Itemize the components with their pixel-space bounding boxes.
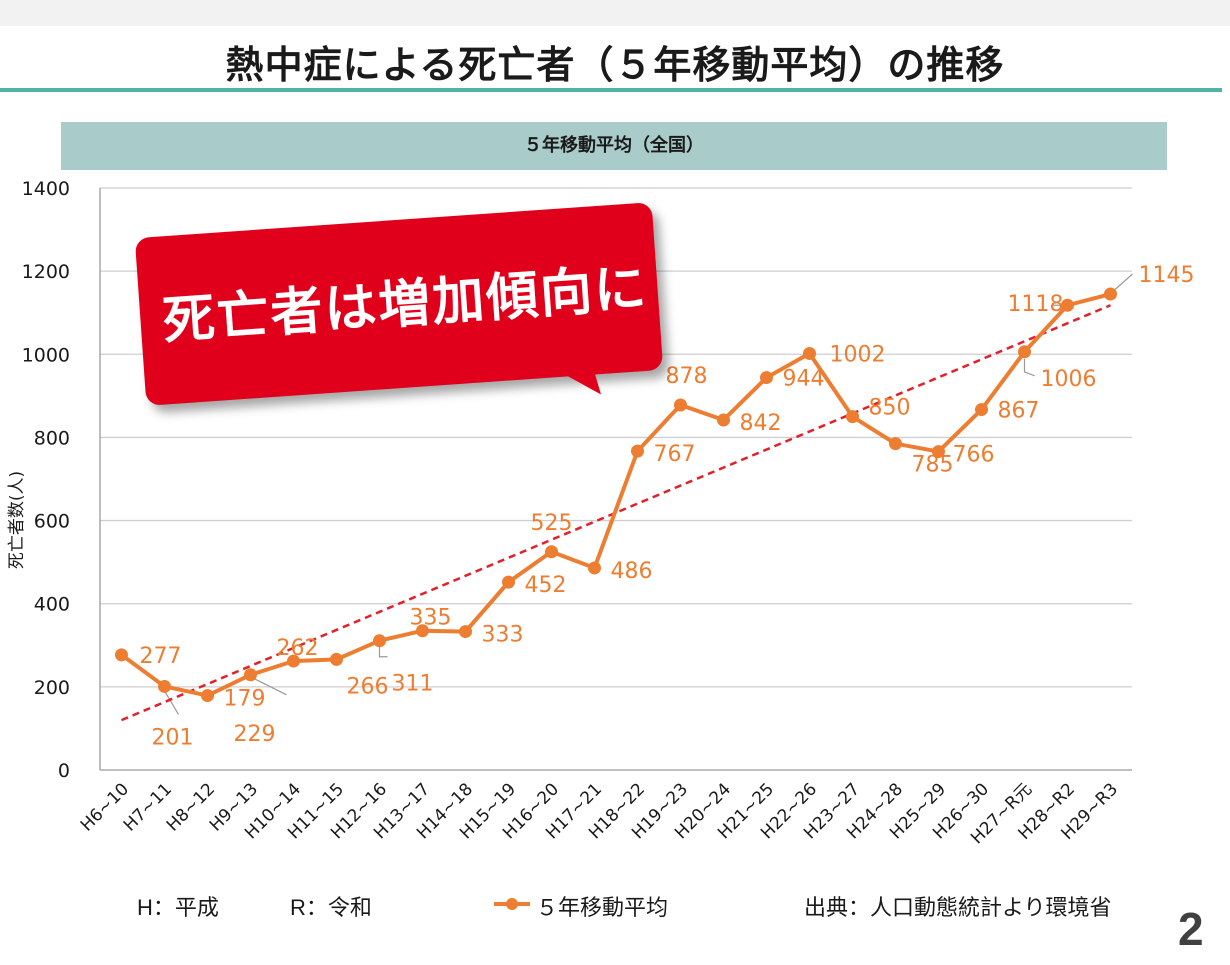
data-point bbox=[717, 413, 730, 427]
y-tick-label: 400 bbox=[34, 594, 70, 616]
data-label: 766 bbox=[953, 443, 995, 468]
data-point bbox=[459, 625, 472, 639]
data-label: 229 bbox=[234, 722, 276, 747]
trendline bbox=[121, 304, 1111, 722]
data-label: 1002 bbox=[830, 342, 886, 367]
data-points bbox=[115, 287, 1117, 703]
data-point bbox=[158, 679, 171, 693]
legend-marker bbox=[494, 898, 530, 910]
footer-era-heisei: H：平成 bbox=[137, 895, 219, 920]
y-tick-label: 1400 bbox=[22, 178, 70, 200]
data-point bbox=[373, 634, 386, 648]
y-tick-labels: 0 200 400 600 800 1000 1200 1400 bbox=[22, 178, 70, 782]
data-point bbox=[1104, 287, 1117, 301]
data-point bbox=[932, 445, 945, 459]
data-point bbox=[631, 444, 644, 458]
y-tick-label: 0 bbox=[58, 760, 70, 782]
data-label: 1118 bbox=[1008, 292, 1064, 317]
page-title: 熱中症による死亡者（５年移動平均）の推移 bbox=[225, 43, 1005, 87]
data-label: 333 bbox=[482, 623, 524, 648]
y-tick-label: 1200 bbox=[22, 261, 70, 283]
data-label: 452 bbox=[525, 573, 567, 598]
data-label: 1006 bbox=[1041, 367, 1097, 392]
footer-era-reiwa: R：令和 bbox=[290, 895, 372, 920]
legend-label: ５年移動平均 bbox=[536, 895, 669, 920]
data-point bbox=[760, 371, 773, 385]
data-point bbox=[287, 654, 300, 668]
data-label: 262 bbox=[277, 636, 319, 661]
data-point bbox=[115, 648, 128, 662]
data-label: 266 bbox=[347, 674, 389, 699]
footer-source: 出典：人口動態統計より環境省 bbox=[804, 895, 1112, 920]
data-label: 311 bbox=[392, 672, 434, 697]
data-label: 277 bbox=[140, 644, 182, 669]
data-point bbox=[889, 437, 902, 451]
data-point bbox=[416, 624, 429, 638]
y-tick-label: 600 bbox=[34, 511, 70, 533]
leader-line bbox=[1114, 273, 1133, 291]
leader-line bbox=[1023, 358, 1035, 377]
title-rule bbox=[0, 88, 1222, 92]
y-tick-label: 200 bbox=[34, 677, 70, 699]
data-point bbox=[1061, 298, 1074, 312]
data-point bbox=[846, 410, 859, 424]
data-label: 179 bbox=[224, 687, 266, 712]
data-label: 878 bbox=[666, 364, 708, 389]
leader-line bbox=[378, 645, 388, 658]
y-axis-label: 死亡者数(人) bbox=[7, 471, 27, 569]
data-label: 201 bbox=[152, 725, 194, 750]
page-number: 2 bbox=[1178, 903, 1204, 955]
data-label: 486 bbox=[611, 559, 653, 584]
leader-line bbox=[164, 692, 180, 715]
data-label: 842 bbox=[740, 411, 782, 436]
data-point bbox=[330, 652, 343, 666]
data-label: 335 bbox=[410, 606, 452, 631]
x-tick-labels: H6~10H7~11H8~12H9~13H10~14H11~15H12~16H1… bbox=[77, 779, 1122, 848]
data-point bbox=[588, 561, 601, 575]
data-point bbox=[674, 398, 687, 412]
data-point bbox=[803, 346, 816, 360]
data-label: 850 bbox=[869, 396, 911, 421]
data-point bbox=[502, 575, 515, 589]
label-leader-lines bbox=[164, 273, 1133, 715]
data-label: 867 bbox=[998, 399, 1040, 424]
data-label: 767 bbox=[654, 442, 696, 467]
series-line bbox=[120, 292, 1112, 698]
data-point bbox=[1018, 345, 1031, 359]
data-label: 1145 bbox=[1139, 263, 1195, 288]
leader-line bbox=[254, 678, 287, 696]
chart-title: ５年移動平均（全国） bbox=[61, 122, 1167, 170]
data-label: 785 bbox=[912, 453, 954, 478]
y-tick-label: 800 bbox=[34, 427, 70, 449]
data-label: 525 bbox=[531, 511, 573, 536]
data-point bbox=[201, 689, 214, 703]
data-point bbox=[975, 403, 988, 417]
data-point bbox=[244, 668, 257, 682]
data-point bbox=[545, 545, 558, 559]
y-tick-label: 1000 bbox=[22, 344, 70, 366]
top-band bbox=[0, 0, 1230, 26]
data-label: 944 bbox=[783, 367, 825, 392]
